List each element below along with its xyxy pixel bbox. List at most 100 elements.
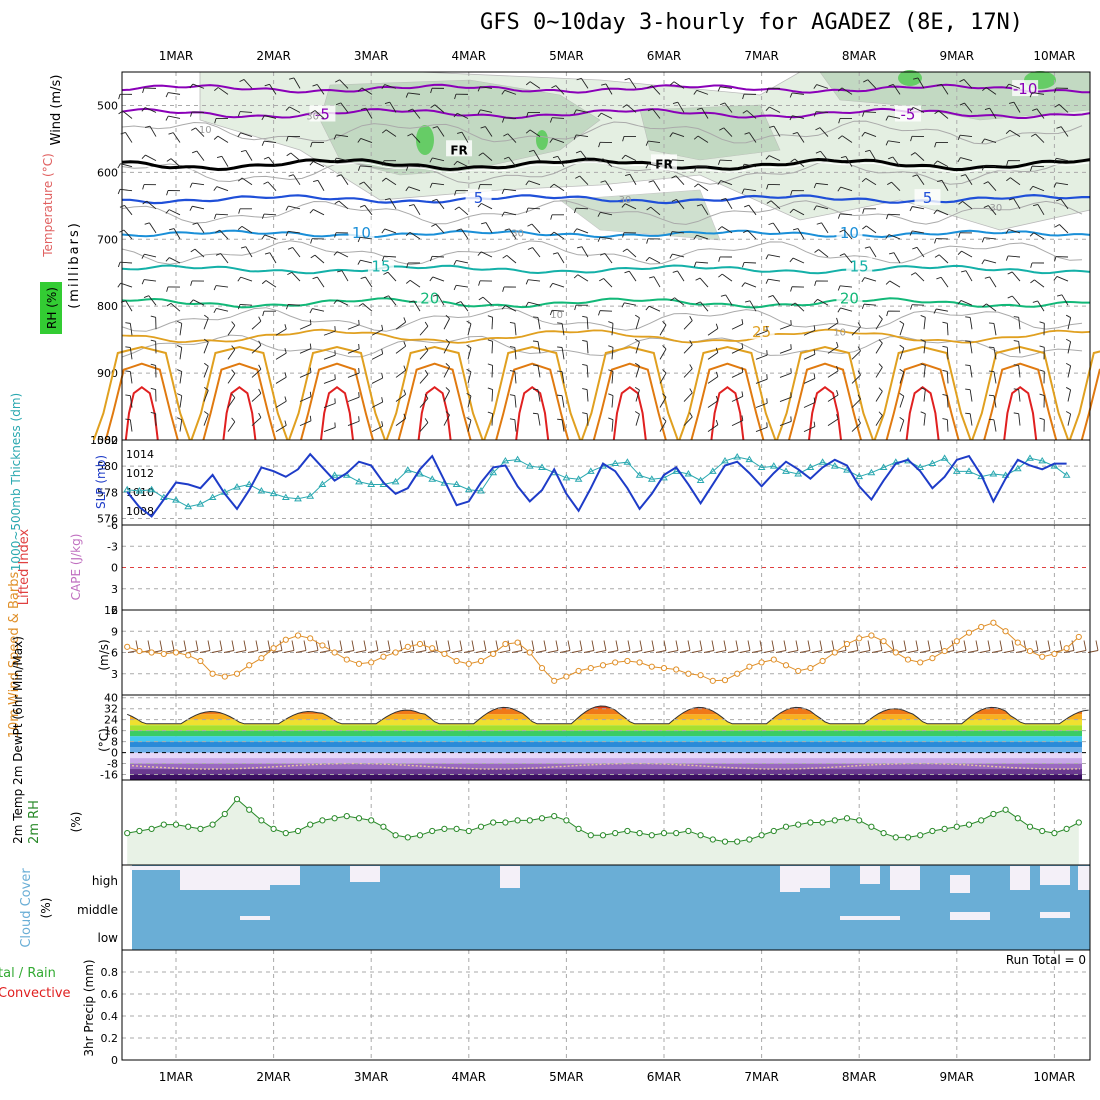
wind-barb: [697, 135, 709, 143]
isotherm-label-bg: [836, 289, 863, 306]
wind-barb-flag: [501, 189, 505, 194]
wind-barb-flag: [837, 87, 843, 92]
surface-wind-barb-flag: [339, 640, 343, 651]
wind-barb: [768, 254, 781, 258]
y-tick-label: 0.4: [101, 1010, 119, 1023]
wind-barb-flag: [886, 311, 889, 317]
wind-barb: [275, 376, 287, 384]
rh-label: RH (%): [45, 287, 59, 329]
wind-barb: [603, 278, 613, 288]
wind-barb-flag: [466, 368, 472, 373]
wind-barb-flag: [608, 369, 614, 372]
wind-barb-flag: [814, 280, 817, 286]
wind-barb: [203, 390, 209, 402]
date-label-top: 5MAR: [549, 49, 584, 63]
date-label-bottom: 2MAR: [256, 1070, 291, 1084]
wind-barb: [169, 257, 181, 264]
temp-band: [130, 714, 1082, 720]
wind-speed-point: [355, 660, 363, 667]
wind-barb: [576, 134, 589, 138]
wind-speed-point: [758, 659, 765, 666]
wind-speed-point: [965, 629, 973, 636]
wind-barb: [216, 307, 229, 312]
thickness-point: [355, 477, 363, 485]
wind-barb-flag: [141, 154, 146, 160]
wind-barb-flag: [646, 206, 652, 211]
wind-barb: [340, 102, 349, 113]
wind-barb-flag: [899, 392, 905, 397]
wind-barb-flag: [646, 238, 649, 244]
wind-barb-flag: [981, 138, 985, 144]
wind-barb: [1018, 365, 1021, 378]
wind-barb: [659, 372, 667, 384]
wind-barb-flag: [1030, 279, 1035, 284]
rh2m-point: [282, 830, 289, 837]
wind-barb-flag: [477, 86, 481, 92]
surface-wind-barb-flag: [531, 640, 535, 651]
wind-barb: [1011, 295, 1021, 306]
wind-barb-flag: [384, 198, 390, 201]
wind-barb: [314, 110, 325, 119]
wind-barb: [467, 371, 472, 384]
wind-barb-flag: [204, 386, 209, 391]
date-label-top: 7MAR: [744, 49, 779, 63]
surface-wind-barb: [703, 650, 715, 653]
wind-barb: [899, 323, 905, 336]
thickness-point: [172, 496, 180, 503]
wind-barb-flag: [836, 341, 839, 347]
rh2m-point: [209, 821, 216, 828]
rh2m-point: [795, 821, 802, 828]
wind-barb: [336, 157, 349, 162]
wind-barb-flag: [582, 412, 588, 415]
wind-barb-flag: [839, 253, 845, 257]
wind-barb: [339, 79, 349, 89]
wind-barb-flag: [509, 321, 515, 324]
thickness-point: [818, 458, 827, 465]
wind-barb-flag: [487, 339, 493, 342]
wind-barb: [268, 156, 277, 167]
wind-barb-flag: [357, 165, 361, 171]
surface-wind-barb-flag: [1059, 640, 1063, 651]
wind-barb-flag: [453, 285, 457, 291]
wind-barb: [700, 301, 709, 312]
wind-barb: [1059, 224, 1069, 234]
isotherm-label: 5: [923, 189, 933, 207]
wind-barb: [803, 329, 816, 336]
rh2m-point: [136, 827, 143, 835]
wind-barb: [721, 273, 733, 282]
date-label-bottom: 9MAR: [940, 1070, 975, 1084]
rh2m-point: [1075, 819, 1082, 826]
wind-barb-flag: [309, 319, 312, 325]
surface-wind-barb-flag: [255, 640, 259, 651]
surface-wind-barb: [667, 650, 679, 653]
wind-speed-point: [1039, 653, 1046, 660]
wind-barb-flag: [431, 198, 437, 202]
surface-wind-barb: [343, 650, 355, 653]
wind-speed-point: [453, 657, 460, 665]
surface-wind-barb-flag: [891, 640, 895, 651]
rh2m-point: [892, 834, 899, 841]
wind-barb-flag: [360, 107, 366, 110]
wind-barb-flag: [934, 142, 937, 148]
wind-barb-flag: [549, 283, 553, 288]
wind-barb: [581, 78, 589, 89]
wind-barb: [963, 79, 973, 89]
wind-barb: [840, 213, 853, 216]
wind-barb: [817, 298, 829, 306]
wind-barb: [899, 395, 905, 408]
wind-barb-flag: [204, 338, 209, 343]
wind-barb: [624, 302, 637, 306]
surface-wind-barb-flag: [327, 640, 331, 651]
wind-barb-flag: [431, 223, 436, 227]
thickness-point: [782, 467, 790, 474]
isotherm-loop: [1080, 368, 1100, 441]
wind-speed-point: [331, 649, 338, 656]
wind-barb: [129, 419, 133, 432]
cloud-gap: [890, 866, 920, 890]
wind-barb-flag: [669, 159, 673, 165]
wind-barb-flag: [169, 228, 175, 231]
wind-barb-flag: [231, 393, 236, 398]
wind-barb-flag: [1032, 108, 1038, 112]
thickness-point: [391, 477, 400, 485]
